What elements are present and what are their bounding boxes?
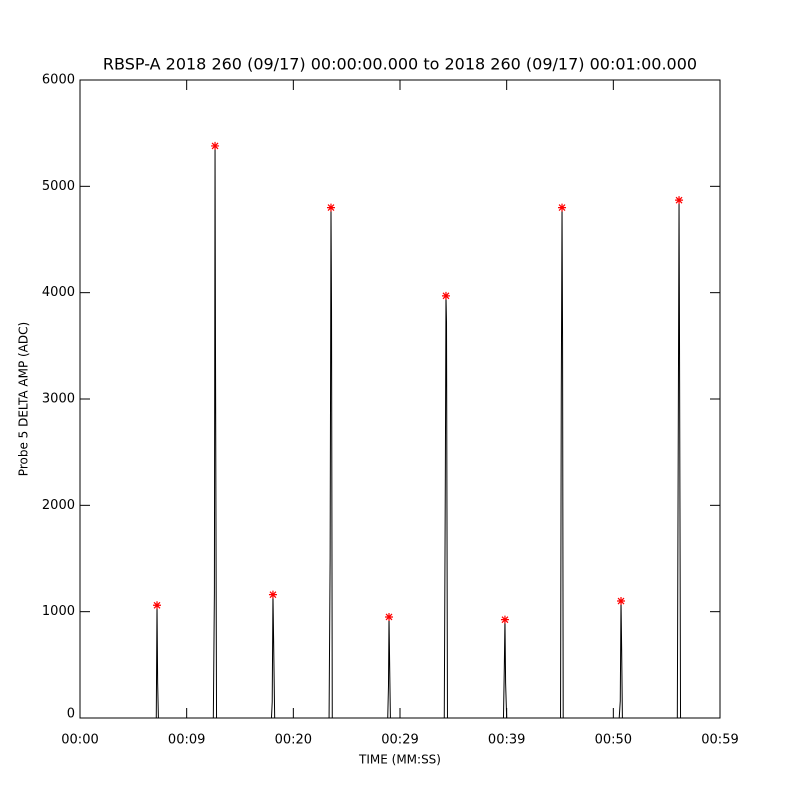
x-tick-label: 00:29 (381, 733, 418, 748)
x-tick-label: 00:39 (488, 733, 525, 748)
peak-marker (153, 601, 162, 610)
chart-title: RBSP-A 2018 260 (09/17) 00:00:00.000 to … (103, 55, 697, 74)
x-tick-label: 00:00 (61, 733, 98, 748)
x-axis-label: TIME (MM:SS) (358, 753, 441, 767)
x-tick-label: 00:59 (701, 733, 738, 748)
y-tick-label: 1000 (42, 604, 75, 619)
y-tick-label: 2000 (42, 498, 75, 513)
x-tick-label: 00:09 (168, 733, 205, 748)
y-tick-label: 6000 (42, 73, 75, 88)
peak-marker (268, 590, 277, 599)
peak-marker (675, 196, 684, 205)
peak-marker (211, 141, 220, 150)
x-tick-label: 00:20 (275, 733, 312, 748)
peak-marker (617, 597, 626, 606)
signal-line (150, 145, 700, 719)
y-tick-label: 3000 (42, 392, 75, 407)
peak-marker (326, 203, 335, 212)
peak-marker (441, 291, 450, 300)
peak-marker (385, 612, 394, 621)
peak-marker (500, 615, 509, 624)
y-tick-label: 0 (67, 707, 75, 722)
y-tick-label: 5000 (42, 179, 75, 194)
x-tick-label: 00:50 (595, 733, 632, 748)
y-tick-label: 4000 (42, 285, 75, 300)
peak-marker (558, 203, 567, 212)
y-axis-label: Probe 5 DELTA AMP (ADC) (17, 322, 31, 476)
